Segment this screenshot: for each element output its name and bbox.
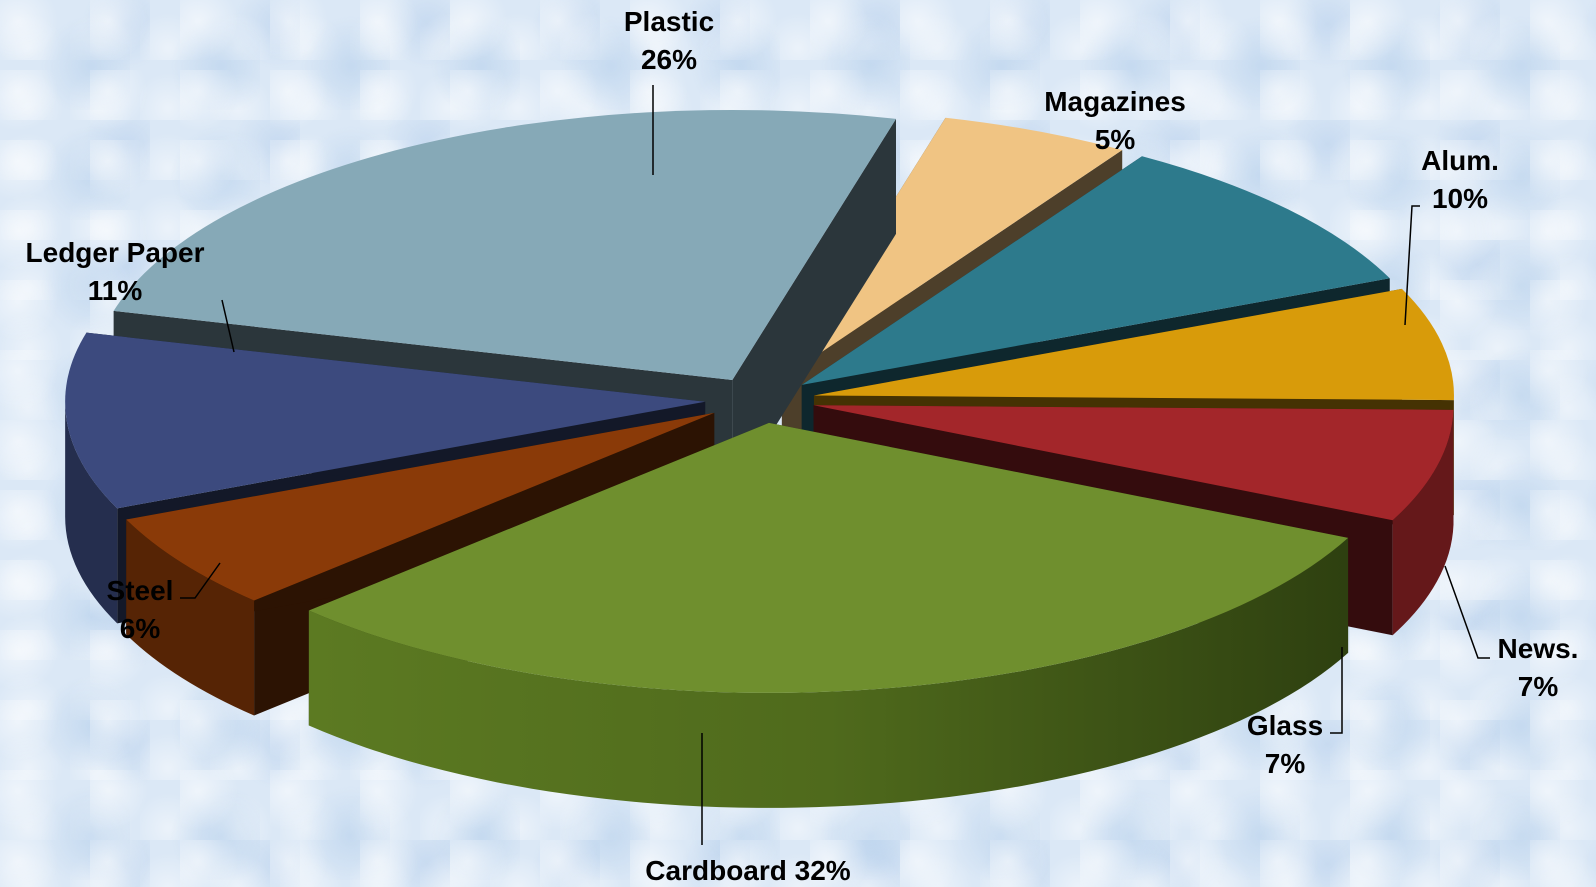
leader-line-steel bbox=[180, 562, 221, 599]
slice-glass-outer-wall bbox=[1392, 409, 1454, 636]
slice-cardboard bbox=[308, 422, 1349, 808]
label-glass-name: Glass bbox=[1247, 710, 1323, 741]
slice-magazines-top bbox=[781, 117, 1123, 379]
slice-ledger-paper-outer-wall bbox=[65, 401, 118, 624]
slice-steel-top bbox=[126, 412, 715, 601]
leader-line-alum bbox=[1404, 205, 1420, 326]
label-steel-percent: 6% bbox=[120, 613, 161, 644]
label-glass-percent: 7% bbox=[1265, 748, 1306, 779]
slice-glass-top bbox=[813, 405, 1454, 521]
slice-alum-top bbox=[801, 156, 1390, 385]
label-alum-percent: 10% bbox=[1432, 183, 1488, 214]
label-ledger-paper-name: Ledger Paper bbox=[26, 237, 205, 268]
label-news-percent: 7% bbox=[1518, 671, 1559, 702]
pie-slices bbox=[65, 109, 1454, 808]
leader-line-news bbox=[1444, 565, 1490, 659]
slice-labels: Plastic 26% Magazines 5% Alum. 10% Ledge… bbox=[26, 6, 1579, 886]
slice-ledger-paper-top bbox=[65, 332, 706, 509]
label-leader-lines bbox=[180, 85, 1490, 845]
label-plastic-percent: 26% bbox=[641, 44, 697, 75]
slice-plastic-top bbox=[113, 109, 896, 380]
slice-cardboard-outer-wall bbox=[308, 537, 1349, 808]
slice-news-top bbox=[813, 288, 1454, 401]
label-news-name: News. bbox=[1498, 633, 1579, 664]
slice-steel-outer-wall bbox=[126, 519, 255, 716]
leader-line-ledger-paper bbox=[221, 299, 235, 353]
label-magazines-name: Magazines bbox=[1044, 86, 1186, 117]
label-alum-name: Alum. bbox=[1421, 145, 1499, 176]
leader-line-glass bbox=[1330, 647, 1343, 734]
slice-cardboard-top bbox=[308, 422, 1349, 693]
label-plastic-name: Plastic bbox=[624, 6, 714, 37]
label-ledger-paper-percent: 11% bbox=[88, 275, 143, 306]
label-steel-name: Steel bbox=[107, 575, 174, 606]
label-cardboard: Cardboard 32% bbox=[645, 855, 850, 886]
slice-plastic-side-end bbox=[732, 118, 896, 495]
label-magazines-percent: 5% bbox=[1095, 124, 1136, 155]
